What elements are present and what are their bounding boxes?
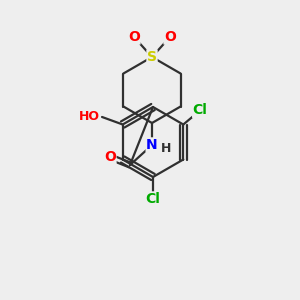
Text: O: O	[164, 30, 176, 44]
Text: Cl: Cl	[193, 103, 208, 117]
Text: Cl: Cl	[146, 192, 160, 206]
Text: O: O	[104, 150, 116, 164]
Text: HO: HO	[79, 110, 100, 124]
Text: N: N	[146, 138, 158, 152]
Text: S: S	[147, 50, 157, 64]
Text: H: H	[161, 142, 171, 154]
Text: O: O	[128, 30, 140, 44]
